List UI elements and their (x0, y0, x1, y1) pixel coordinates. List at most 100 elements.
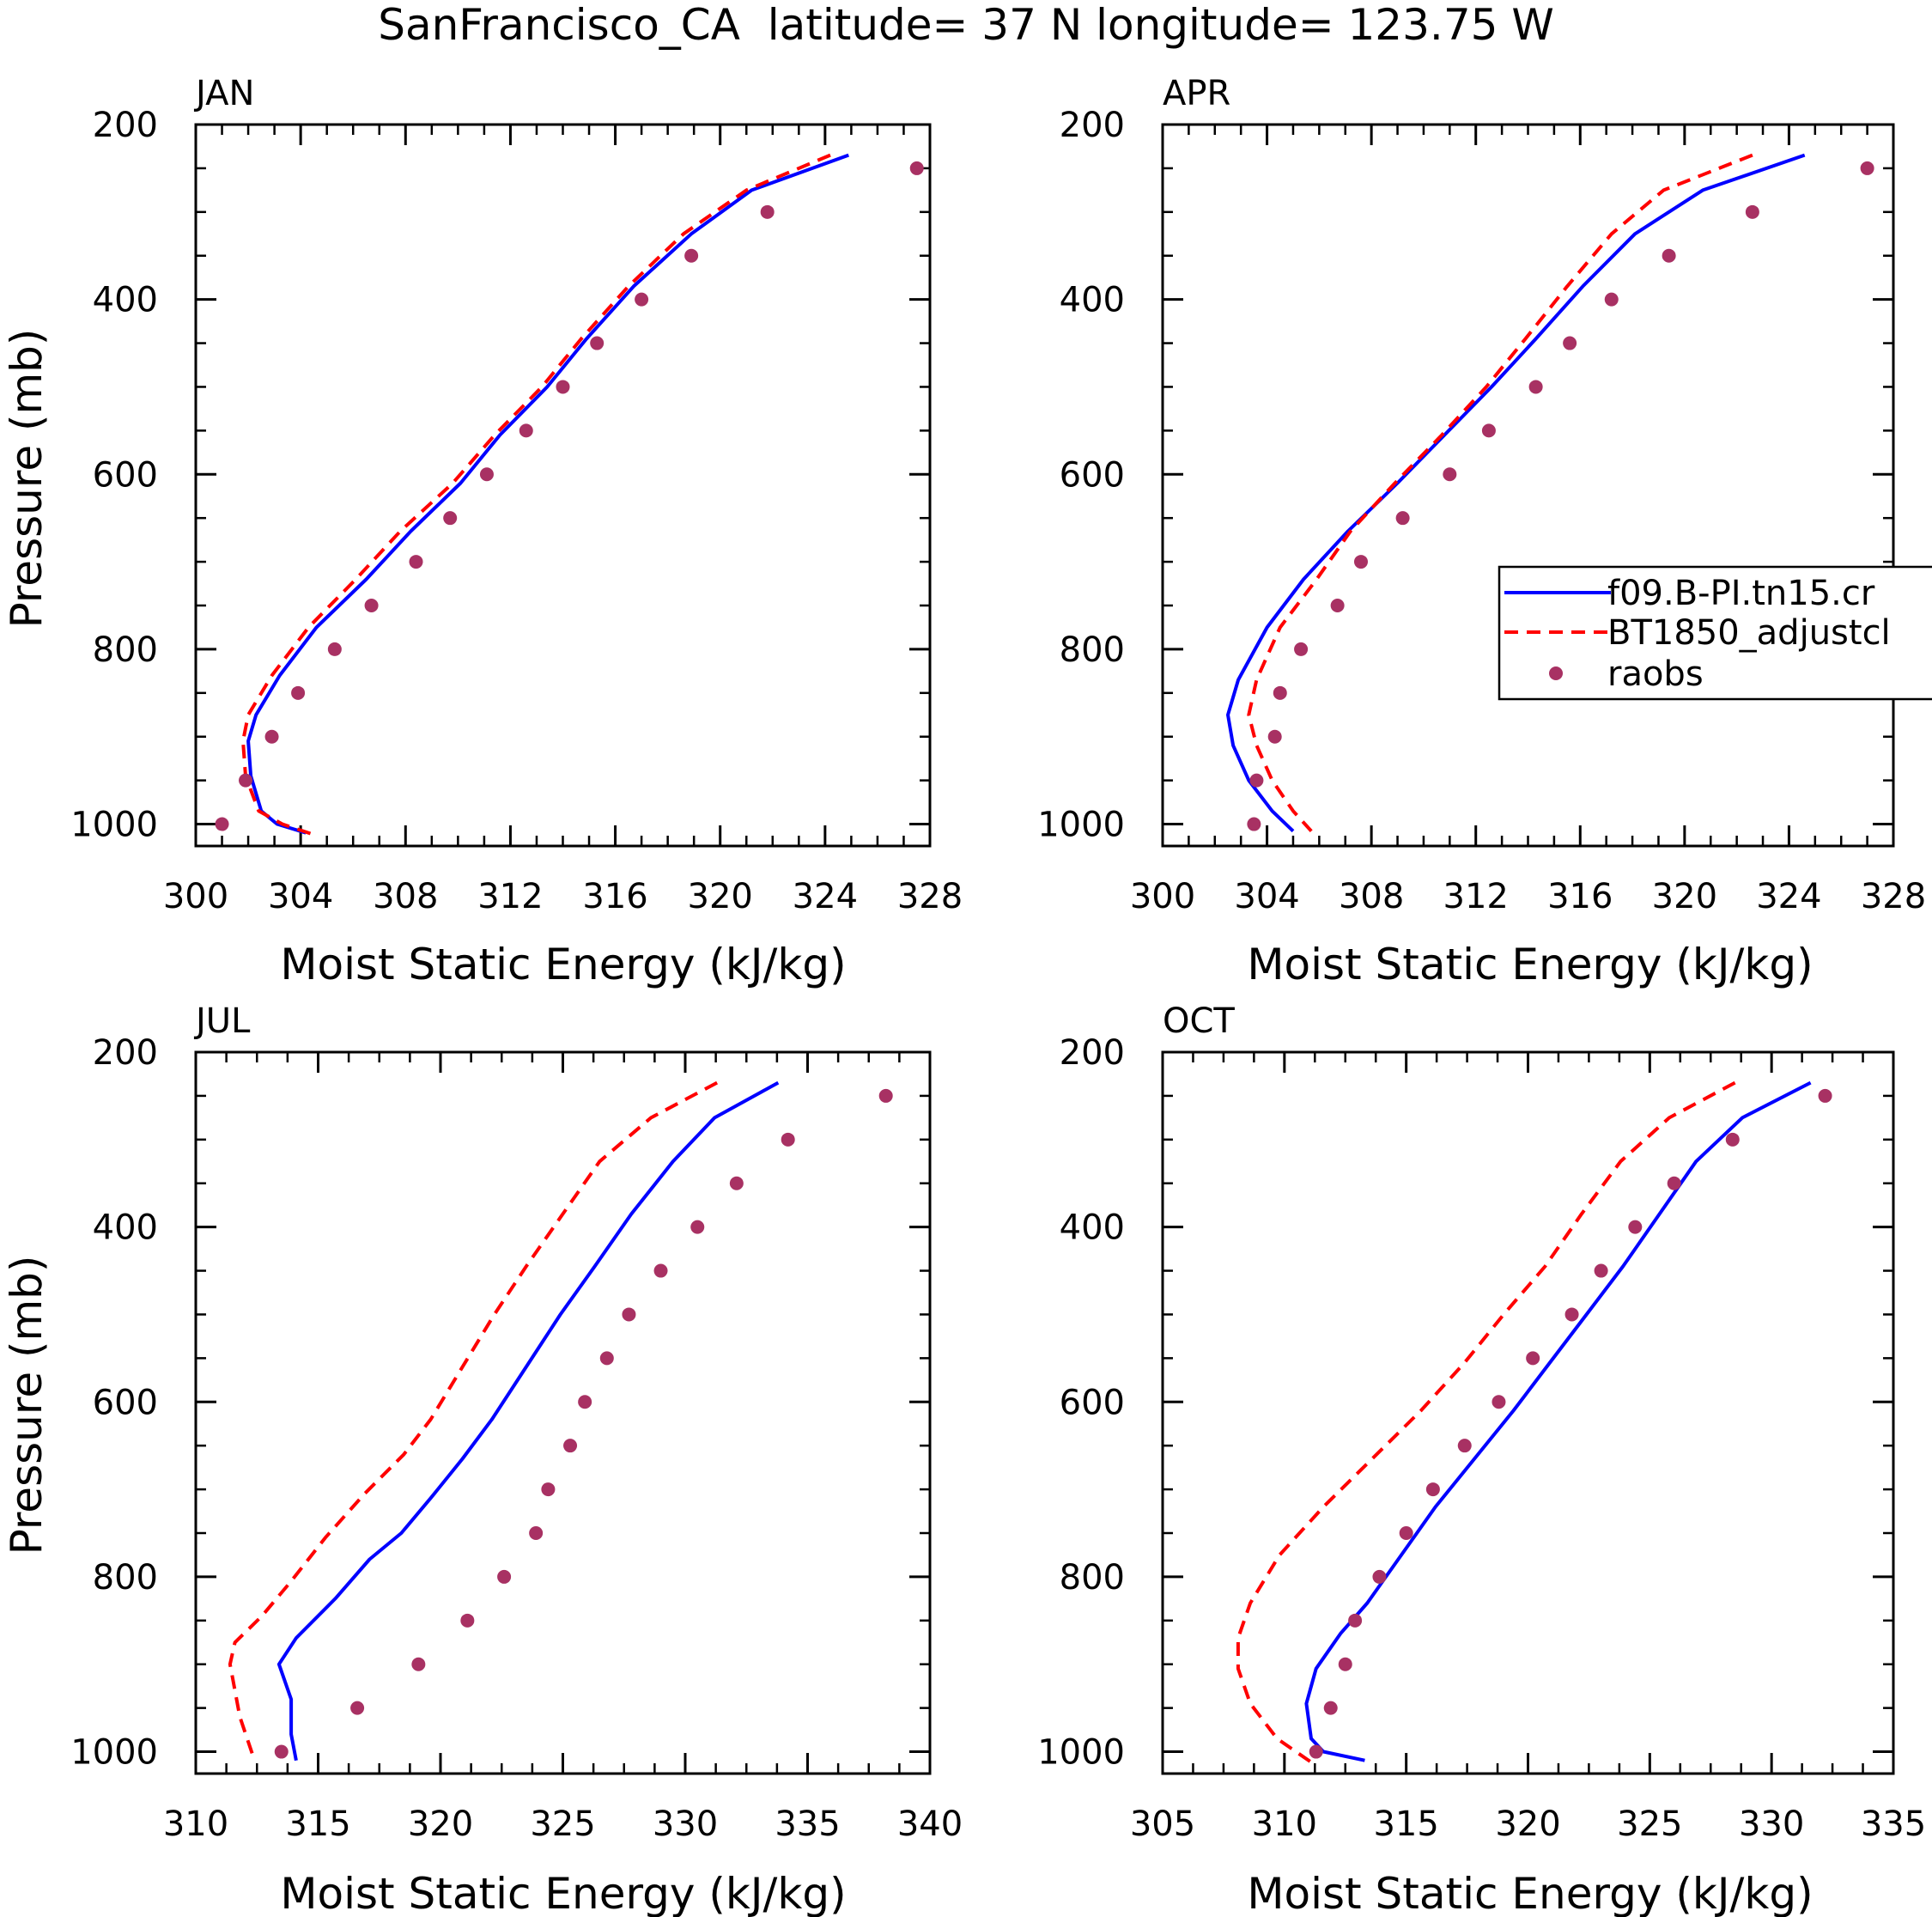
raobs-point (1294, 642, 1309, 656)
raobs-point (350, 1701, 365, 1715)
x-tick-label: 320 (1652, 877, 1717, 916)
raobs-point (599, 1351, 614, 1366)
raobs-point (327, 642, 342, 656)
raobs-point (1309, 1744, 1323, 1759)
y-tick-label: 600 (93, 455, 158, 495)
x-tick-label: 335 (775, 1804, 840, 1844)
figure-title: SanFrancisco_CA latitude= 37 N longitude… (378, 0, 1554, 50)
adjust-series-line (241, 153, 831, 837)
model-series-line (246, 153, 849, 835)
series-group (1236, 1080, 1832, 1764)
raobs-point (1323, 1701, 1338, 1715)
raobs-point (460, 1613, 475, 1628)
y-tick-label: 800 (1060, 630, 1125, 670)
legend-label: raobs (1607, 654, 1704, 694)
raobs-point (479, 467, 494, 482)
raobs-point (690, 1220, 705, 1234)
adjust-series-line (1247, 153, 1753, 833)
raobs-point (239, 773, 253, 788)
raobs-point (409, 555, 423, 569)
x-tick-label: 320 (1495, 1804, 1560, 1844)
raobs-point (291, 685, 306, 700)
x-axis-label: Moist Static Energy (kJ/kg) (280, 1869, 846, 1917)
raobs-point (1348, 1613, 1363, 1628)
legend-dot (1549, 666, 1563, 680)
x-tick-label: 300 (1130, 877, 1195, 916)
raobs-point (264, 729, 279, 744)
x-tick-label: 308 (373, 877, 438, 916)
x-tick-label: 328 (897, 877, 963, 916)
x-tick-label: 305 (1130, 1804, 1195, 1844)
y-tick-label: 400 (1060, 281, 1125, 320)
legend-label: f09.B-PI.tn15.cr (1607, 574, 1875, 613)
y-tick-label: 1000 (1037, 806, 1125, 845)
raobs-point (1338, 1657, 1352, 1671)
raobs-point (519, 423, 533, 438)
y-tick-label: 400 (1060, 1208, 1125, 1248)
raobs-point (497, 1569, 512, 1584)
raobs-point (653, 1263, 668, 1278)
x-tick-label: 304 (268, 877, 333, 916)
raobs-point (556, 380, 570, 394)
raobs-point (622, 1307, 636, 1322)
raobs-point (1628, 1220, 1643, 1234)
raobs-point (578, 1395, 592, 1409)
raobs-point (590, 336, 605, 350)
x-tick-label: 328 (1861, 877, 1926, 916)
raobs-point (364, 599, 379, 612)
plot-frame (1161, 1050, 1895, 1775)
raobs-point (1564, 1307, 1579, 1322)
x-tick-label: 340 (897, 1804, 963, 1844)
x-tick-label: 325 (1617, 1804, 1682, 1844)
y-tick-label: 1000 (70, 1733, 158, 1773)
raobs-point (1818, 1088, 1832, 1103)
raobs-point (411, 1657, 426, 1671)
x-tick-label: 312 (1443, 877, 1509, 916)
x-tick-label: 310 (163, 1804, 228, 1844)
y-axis-label: Pressure (mb) (2, 329, 52, 629)
raobs-point (1745, 204, 1759, 219)
y-tick-label: 200 (93, 1033, 158, 1073)
raobs-point (635, 292, 649, 307)
x-tick-label: 308 (1339, 877, 1404, 916)
x-tick-label: 330 (653, 1804, 718, 1844)
panel-oct: OCT Moist Static Energy (kJ/kg) 305 310 31… (1037, 1001, 1926, 1917)
raobs-point (529, 1526, 544, 1540)
y-tick-label: 400 (93, 1208, 158, 1248)
x-tick-label: 315 (285, 1804, 350, 1844)
model-series-line (276, 1080, 780, 1762)
legend-label: BT1850_adjustcl (1607, 613, 1891, 653)
x-tick-label: 330 (1739, 1804, 1804, 1844)
raobs-point (274, 1744, 289, 1759)
raobs-point (1860, 161, 1874, 175)
model-series-line (1304, 1080, 1812, 1762)
raobs-point (1604, 292, 1619, 307)
y-tick-label: 200 (93, 106, 158, 145)
panel-apr: APR Moist Static Energy (kJ/kg) 300 304 30… (1037, 74, 1926, 989)
panel-title: OCT (1163, 1001, 1235, 1041)
x-tick-label: 304 (1234, 877, 1299, 916)
panel-title: APR (1163, 74, 1230, 113)
raobs-point (1528, 380, 1543, 394)
raobs-point (1249, 773, 1264, 788)
y-tick-label: 1000 (1037, 1733, 1125, 1773)
adjust-series-line (1236, 1080, 1736, 1764)
panel-title: JAN (193, 74, 254, 113)
raobs-point (684, 248, 699, 263)
x-tick-label: 316 (582, 877, 647, 916)
raobs-point (760, 204, 775, 219)
raobs-point (1247, 817, 1261, 831)
raobs-point (1526, 1351, 1540, 1366)
legend: f09.B-PI.tn15.cr BT1850_adjustcl raobs (1498, 565, 1932, 701)
x-tick-label: 324 (793, 877, 858, 916)
x-tick-label: 315 (1373, 1804, 1438, 1844)
x-tick-label: 316 (1547, 877, 1613, 916)
y-axis-label: Pressure (mb) (2, 1256, 52, 1555)
x-tick-label: 335 (1861, 1804, 1926, 1844)
y-tick-label: 600 (1060, 455, 1125, 495)
panel-title: JUL (193, 1001, 251, 1041)
raobs-point (1353, 555, 1368, 569)
raobs-point (878, 1088, 893, 1103)
y-tick-label: 1000 (70, 806, 158, 845)
